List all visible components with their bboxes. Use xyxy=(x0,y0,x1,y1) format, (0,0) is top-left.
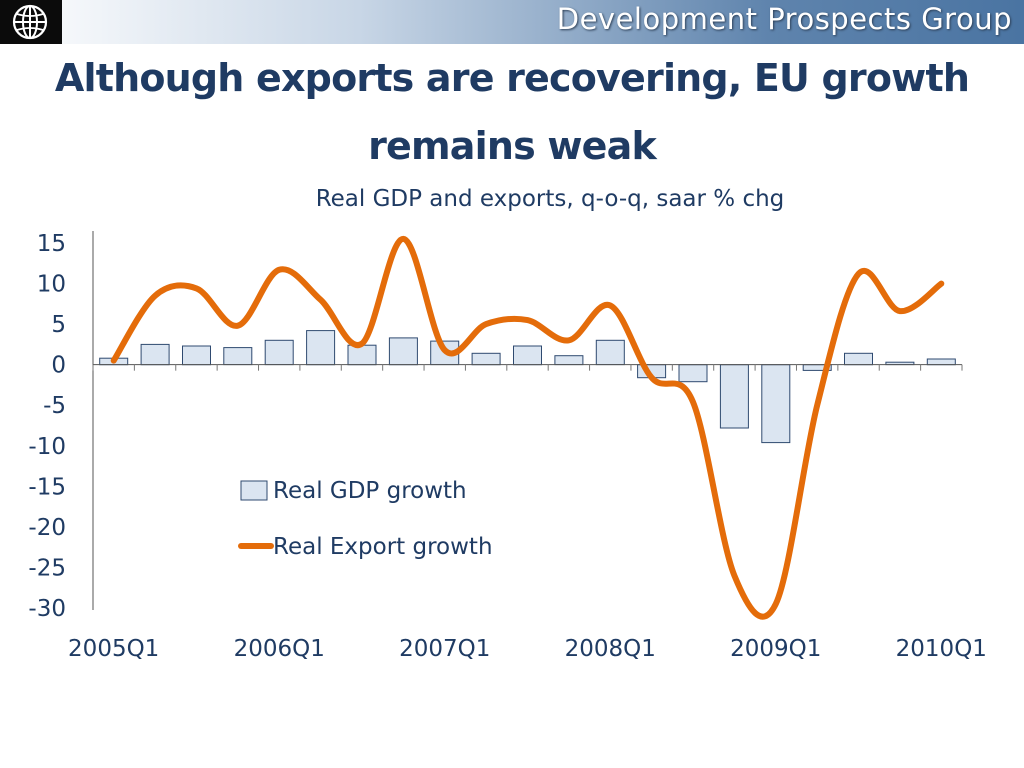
y-axis: 15 10 5 0 -5 -10 -15 -20 -25 -30 xyxy=(28,231,94,622)
gdp-bar xyxy=(182,345,211,366)
chart-title: Real GDP and exports, q-o-q, saar % chg xyxy=(315,186,785,212)
y-tick-label: 5 xyxy=(51,312,66,338)
slide-title-line-2: remains weak xyxy=(368,124,657,168)
y-tick-label: -25 xyxy=(28,555,66,581)
gdp-bar xyxy=(678,364,708,383)
y-tick-label: -5 xyxy=(43,393,66,419)
gdp-bar xyxy=(844,352,873,366)
gdp-bar xyxy=(719,364,749,429)
header-banner: Development Prospects Group xyxy=(0,0,1024,44)
x-tick-label: 2010Q1 xyxy=(896,636,987,662)
gdp-bar xyxy=(471,352,501,366)
legend-export-label: Real Export growth xyxy=(273,534,493,560)
x-tick-label: 2005Q1 xyxy=(68,636,159,662)
export-line xyxy=(110,235,945,620)
gdp-bar xyxy=(595,339,625,366)
gdp-bar xyxy=(761,364,791,444)
x-tick-label: 2007Q1 xyxy=(399,636,490,662)
x-tick-label: 2006Q1 xyxy=(234,636,325,662)
slide-title: Although exports are recovering, EU grow… xyxy=(0,44,1024,180)
group-name: Development Prospects Group xyxy=(556,2,1012,36)
x-tick-label: 2009Q1 xyxy=(730,636,821,662)
gdp-bar xyxy=(347,344,377,366)
legend-gdp-label: Real GDP growth xyxy=(273,478,467,504)
gdp-bar xyxy=(264,339,294,366)
gdp-bar xyxy=(388,337,418,366)
logo xyxy=(0,0,62,44)
y-tick-label: -15 xyxy=(28,474,66,500)
y-tick-label: 0 xyxy=(51,353,66,379)
gdp-bar xyxy=(306,330,336,366)
y-tick-label: 10 xyxy=(37,272,66,298)
y-tick-label: -30 xyxy=(28,596,66,622)
x-axis: 2005Q1 2006Q1 2007Q1 2008Q1 2009Q1 2010Q1 xyxy=(68,364,987,662)
gdp-bar xyxy=(554,355,584,366)
y-tick-label: -20 xyxy=(28,515,66,541)
legend: Real GDP growth Real Export growth xyxy=(238,478,493,560)
x-tick-label: 2008Q1 xyxy=(565,636,656,662)
gdp-bars xyxy=(99,330,956,444)
gdp-bar xyxy=(223,347,253,366)
world-bank-globe-icon xyxy=(12,4,48,40)
slide-title-line-1: Although exports are recovering, EU grow… xyxy=(54,56,970,100)
gdp-bar xyxy=(513,345,542,366)
legend-gdp-swatch xyxy=(240,480,268,501)
export-growth-line xyxy=(110,235,945,620)
y-tick-label: 15 xyxy=(37,231,66,257)
y-tick-label: -10 xyxy=(28,434,66,460)
gdp-bar xyxy=(926,358,956,366)
gdp-bar xyxy=(140,343,170,366)
